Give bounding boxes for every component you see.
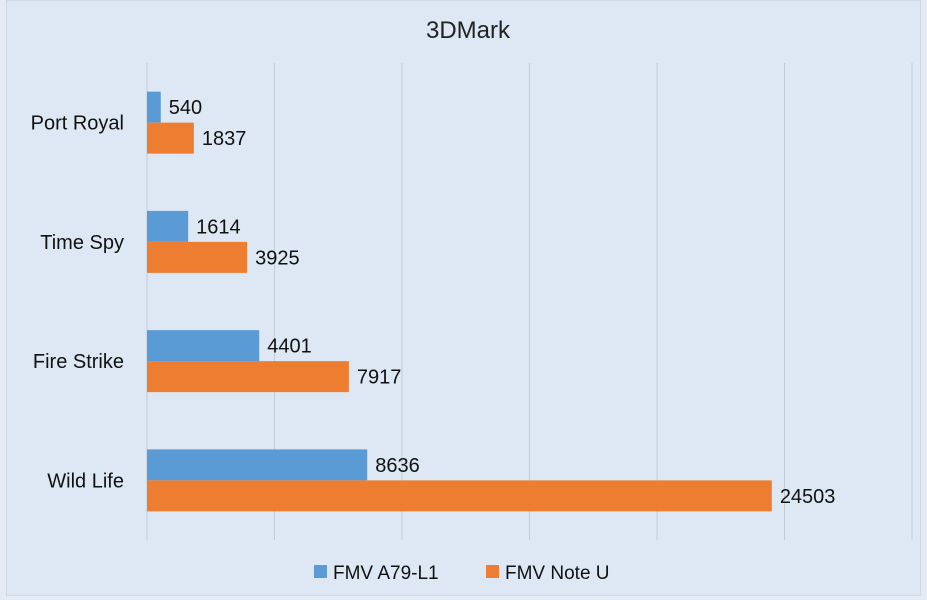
bar-fmv-note-u <box>147 480 772 512</box>
bar-fmv-note-u <box>147 122 194 154</box>
bar-fmv-a79-l1 <box>147 91 161 123</box>
data-label: 7917 <box>357 367 402 389</box>
legend-label: FMV Note U <box>505 563 610 584</box>
bar-fmv-a79-l1 <box>147 449 368 481</box>
category-label: Wild Life <box>47 470 124 492</box>
bar-fmv-note-u <box>147 361 349 393</box>
bar-fmv-a79-l1 <box>147 210 189 242</box>
data-label: 8636 <box>375 455 420 477</box>
category-label: Fire Strike <box>33 351 124 373</box>
legend-label: FMV A79-L1 <box>333 563 439 584</box>
bar-fmv-note-u <box>147 241 248 273</box>
legend-swatch <box>486 565 499 578</box>
category-label: Port Royal <box>31 113 124 135</box>
data-label: 4401 <box>267 336 312 358</box>
data-label: 1837 <box>202 128 247 150</box>
category-label: Time Spy <box>40 232 124 254</box>
data-label: 24503 <box>780 486 836 508</box>
data-label: 3925 <box>255 247 300 269</box>
chart-title: 3DMark <box>426 17 511 44</box>
data-label: 1614 <box>196 216 241 238</box>
bar-fmv-a79-l1 <box>147 330 260 362</box>
legend-swatch <box>314 565 327 578</box>
data-label: 540 <box>169 97 202 119</box>
